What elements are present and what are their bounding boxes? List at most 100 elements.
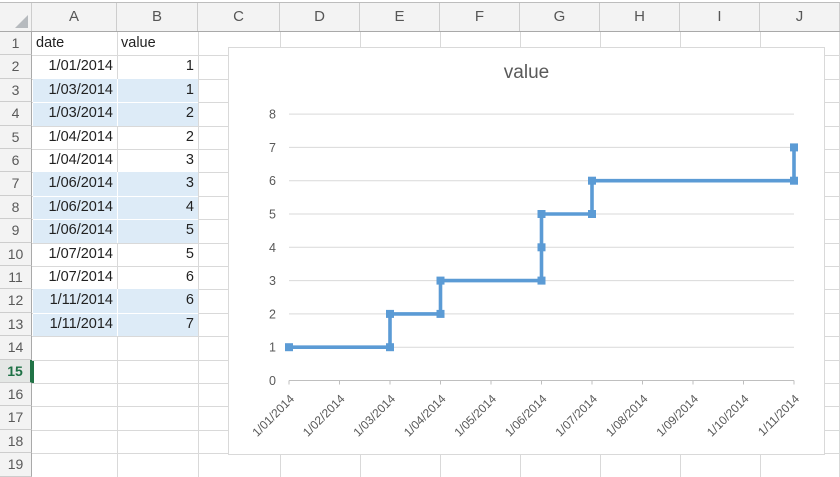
data-point-marker [537,276,546,285]
data-point-marker [285,343,293,352]
x-axis-label: 1/11/2014 [755,391,802,438]
y-axis-label: 4 [269,241,276,255]
column-header-I[interactable]: I [680,3,760,31]
cell-A1[interactable]: date [36,35,65,51]
chart[interactable]: value 0 1 2 3 4 5 6 7 8 1/01/2014 1/02/2014 1/03/20… [228,47,825,455]
x-axis-label: 1/05/2014 [451,391,499,439]
highlight-cell-separator [117,289,118,337]
y-axis-label: 3 [269,274,276,288]
data-point-marker [386,343,394,352]
row-header-19[interactable]: 19 [0,453,32,477]
row-header-1[interactable]: 1 [0,32,32,56]
series-line-value [289,147,796,350]
y-axis-label: 7 [269,141,276,155]
row-header-10[interactable]: 10 [0,242,32,266]
column-header-C[interactable]: C [198,3,280,31]
data-point-marker [790,143,798,152]
row-header-13[interactable]: 13 [0,312,32,337]
cell-B1[interactable]: value [121,35,156,51]
column-header-F[interactable]: F [440,3,520,31]
highlight-cell-separator [33,102,198,104]
y-axis-label: 8 [269,108,276,122]
cell-A2[interactable]: 1/01/2014 [48,58,113,75]
row-header-9[interactable]: 9 [0,219,32,243]
cell-A7[interactable]: 1/06/2014 [48,175,113,192]
cell-A13[interactable]: 1/11/2014 [49,315,113,332]
cell-A6[interactable]: 1/04/2014 [48,152,113,168]
cell-A9[interactable]: 1/06/2014 [48,222,113,239]
data-point-marker [436,276,445,285]
data-point-marker [386,309,394,318]
column-header-A[interactable]: A [32,3,117,31]
y-axis-label: 6 [269,174,276,188]
column-header-H[interactable]: H [600,3,680,31]
x-axis-label: 1/03/2014 [350,391,398,439]
row-header-12[interactable]: 12 [0,289,32,313]
row-header-17[interactable]: 17 [0,406,32,430]
row-header-18[interactable]: 18 [0,429,32,454]
cell-A8[interactable]: 1/06/2014 [48,198,113,215]
cell-B10[interactable]: 5 [185,245,194,262]
row-header-4[interactable]: 4 [0,102,32,126]
cell-A3[interactable]: 1/03/2014 [48,81,113,98]
row-header-14[interactable]: 14 [0,336,32,360]
cell-B6[interactable]: 3 [185,152,194,168]
data-point-marker [436,309,445,318]
y-axis-label: 0 [269,374,276,388]
row-header-3[interactable]: 3 [0,78,32,103]
data-point-marker [588,176,596,185]
x-axis-label: 1/02/2014 [300,391,348,439]
select-all-triangle-icon [15,15,28,28]
highlight-cell-separator [33,195,198,197]
row-header-8[interactable]: 8 [0,195,32,220]
gridline [117,32,118,477]
cell-A10[interactable]: 1/07/2014 [48,245,113,262]
row-header-7[interactable]: 7 [0,172,32,196]
x-axis-label: 1/09/2014 [653,391,701,439]
row-header-16[interactable]: 16 [0,383,32,407]
data-point-marker [537,210,546,218]
x-axis-label: 1/10/2014 [704,391,752,439]
cell-A5[interactable]: 1/04/2014 [48,128,113,145]
active-cell-border [32,360,34,383]
cell-B9[interactable]: 5 [185,222,194,239]
x-axis-label: 1/04/2014 [401,391,449,439]
column-header-G[interactable]: G [520,3,600,31]
highlight-cell-separator [117,78,118,126]
row-header-5[interactable]: 5 [0,125,32,149]
cell-B13[interactable]: 7 [185,315,194,332]
column-header-J[interactable]: J [760,3,840,31]
cell-B7[interactable]: 3 [185,175,194,192]
column-header-D[interactable]: D [280,3,360,31]
row-header-6[interactable]: 6 [0,149,32,173]
highlight-cell-separator [33,312,198,314]
highlight-range [33,172,198,243]
cell-B12[interactable]: 6 [185,292,194,309]
x-axis-label: 1/06/2014 [502,391,550,439]
data-point-marker [588,210,596,218]
x-axis-label: 1/08/2014 [603,391,651,439]
y-axis-label: 1 [269,341,276,355]
cell-B3[interactable]: 1 [185,81,194,98]
cell-B2[interactable]: 1 [185,58,194,75]
cell-B11[interactable]: 6 [185,269,194,285]
column-header-E[interactable]: E [360,3,440,31]
row-header-15[interactable]: 15 [0,359,32,383]
row-header-2[interactable]: 2 [0,55,32,79]
cell-B5[interactable]: 2 [185,128,194,145]
y-axis-label: 5 [269,208,276,222]
cell-A12[interactable]: 1/11/2014 [49,292,113,309]
column-header-B[interactable]: B [117,3,198,31]
select-all-corner[interactable] [0,3,32,31]
row-header-11[interactable]: 11 [0,266,32,290]
x-axis-label: 1/07/2014 [552,391,600,439]
cell-B4[interactable]: 2 [185,105,194,122]
cell-A11[interactable]: 1/07/2014 [48,269,113,285]
highlight-cell-separator [33,219,198,221]
cell-B8[interactable]: 4 [185,198,194,215]
cell-A4[interactable]: 1/03/2014 [48,105,113,122]
chart-title: value [503,62,550,83]
gridline [198,32,199,477]
data-point-marker [537,243,546,252]
